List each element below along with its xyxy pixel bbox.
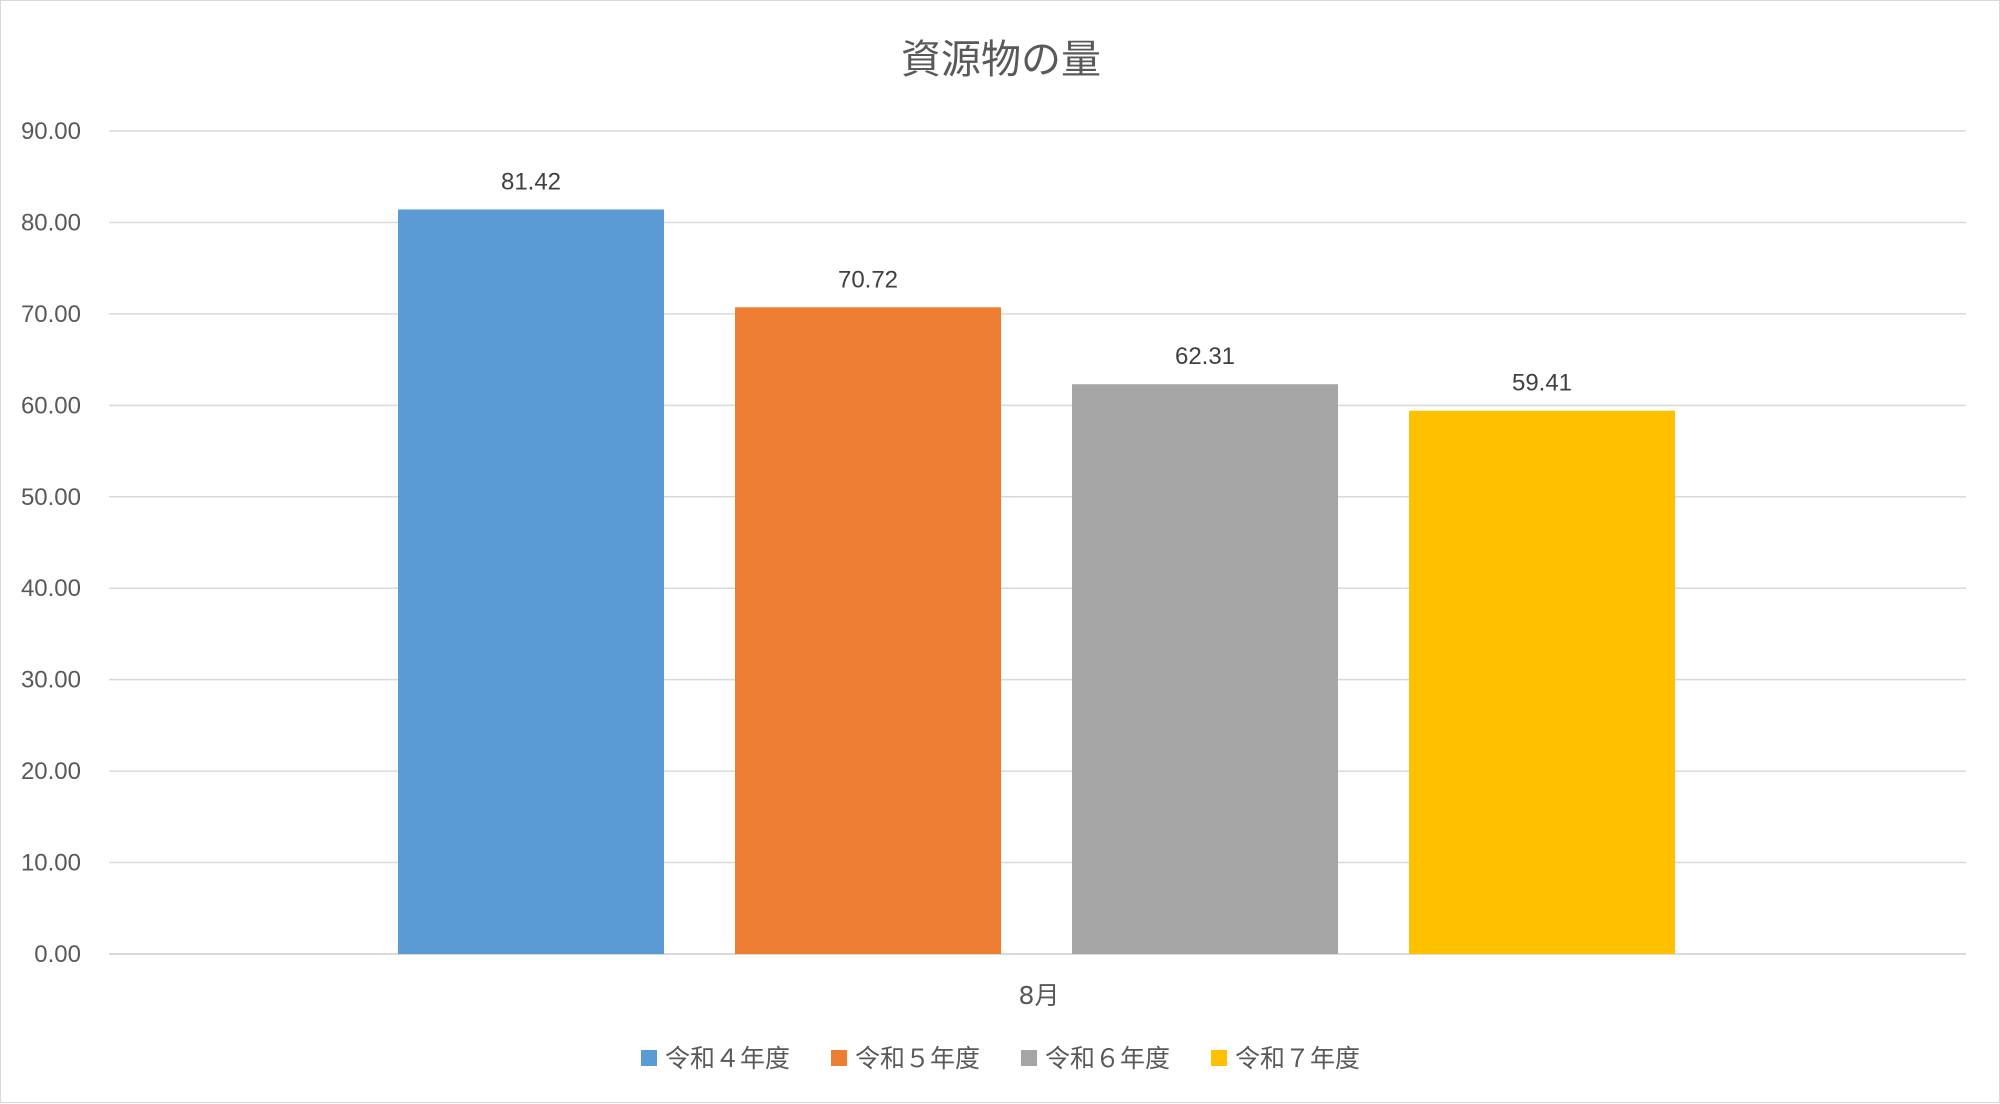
data-label: 62.31 [1175,343,1235,370]
legend-label: 令和５年度 [855,1044,980,1073]
legend-swatch [641,1050,657,1066]
data-label: 70.72 [838,266,898,293]
legend-label: 令和６年度 [1045,1044,1170,1073]
legend: 令和４年度 令和５年度 令和６年度 令和７年度 [641,1044,1360,1073]
y-tick-label: 20.00 [21,758,81,785]
chart-title: 資源物の量 [901,37,1101,83]
bar-4 [1409,410,1675,955]
y-axis-ticks: 0.00 10.00 20.00 30.00 40.00 50.00 60.00 70.00 8… [21,118,81,968]
bars [398,209,1675,955]
bar-2 [735,307,1001,954]
data-labels: 81.42 70.72 62.31 59.41 [501,168,1572,396]
x-category-label: 8月 [1019,981,1060,1010]
data-label: 59.41 [1512,370,1572,397]
y-tick-label: 0.00 [34,941,81,968]
y-tick-label: 50.00 [21,484,81,511]
gridlines [109,130,1966,955]
legend-label: 令和４年度 [665,1044,790,1073]
legend-swatch [831,1050,847,1066]
x-axis-categories: 8月 [1019,981,1060,1010]
data-label: 81.42 [501,168,561,195]
y-tick-label: 80.00 [21,209,81,236]
y-tick-label: 70.00 [21,301,81,328]
legend-swatch [1211,1050,1227,1066]
legend-label: 令和７年度 [1235,1044,1360,1073]
y-tick-label: 90.00 [21,118,81,145]
y-tick-label: 30.00 [21,667,81,694]
bar-1 [398,209,664,954]
y-tick-label: 60.00 [21,392,81,419]
y-tick-label: 40.00 [21,575,81,602]
bar-3 [1072,384,1338,954]
legend-swatch [1021,1050,1037,1066]
y-tick-label: 10.00 [21,850,81,877]
